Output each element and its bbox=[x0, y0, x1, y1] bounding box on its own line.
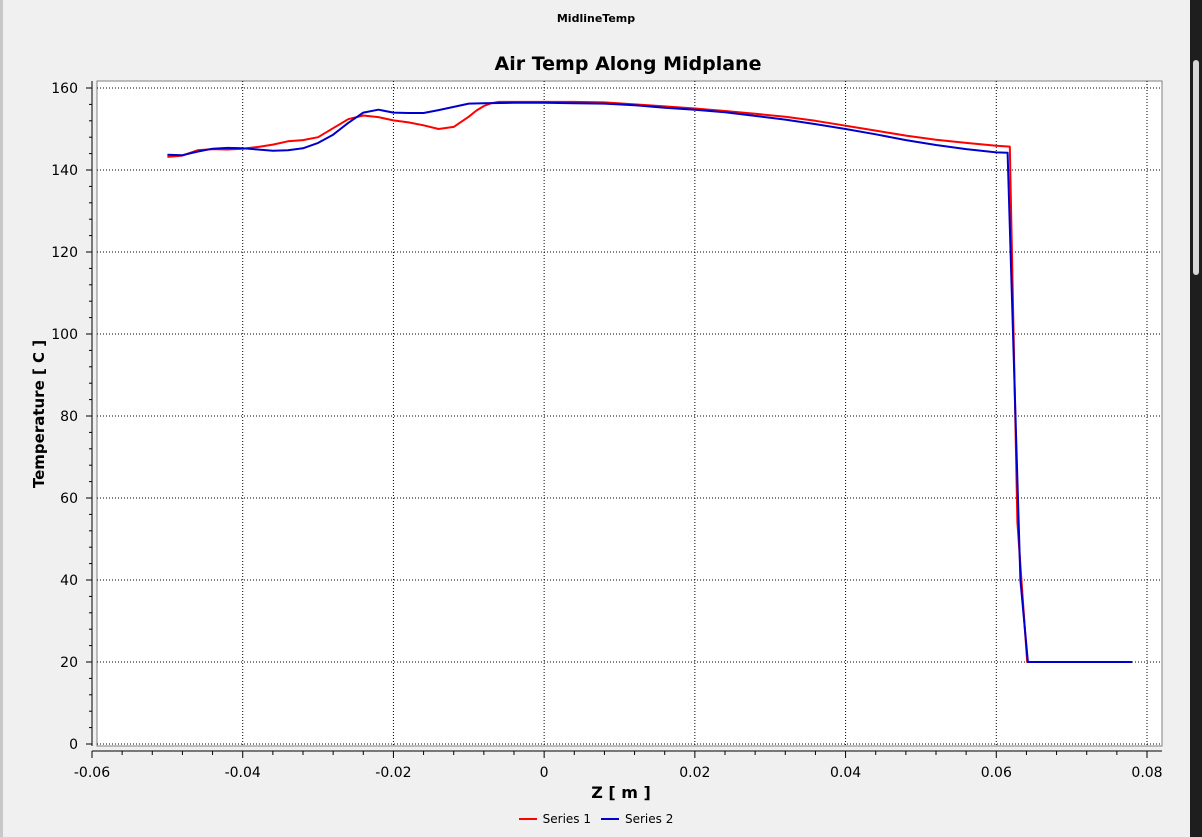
plot-area bbox=[96, 80, 1163, 747]
x-tick-label: 0.04 bbox=[830, 765, 861, 781]
y-tick-label: 140 bbox=[51, 163, 78, 179]
x-tick-label: 0.02 bbox=[679, 765, 710, 781]
scrollbar[interactable] bbox=[1190, 0, 1202, 837]
grid bbox=[97, 81, 1162, 746]
y-axis-label: Temperature [ C ] bbox=[30, 340, 48, 488]
legend-label: Series 1 bbox=[542, 812, 591, 826]
series-line-1 bbox=[167, 100, 1132, 663]
x-tick-label: -0.04 bbox=[225, 765, 261, 781]
legend-item-series-1: Series 1 bbox=[518, 812, 591, 826]
legend-label: Series 2 bbox=[625, 812, 674, 826]
y-tick-label: 160 bbox=[51, 81, 78, 97]
y-tick-label: 120 bbox=[51, 245, 78, 261]
chart-title: Air Temp Along Midplane bbox=[495, 53, 762, 75]
y-tick-label: 40 bbox=[60, 573, 78, 589]
legend-item-series-2: Series 2 bbox=[601, 812, 673, 826]
x-tick-label: 0 bbox=[540, 765, 549, 781]
axes: 0 20 40 60 80 100 120 140 160 -0.06 -0.04 -0.02 0 0.0… bbox=[51, 81, 1163, 781]
y-tick-label: 20 bbox=[60, 655, 78, 671]
series-line-2 bbox=[167, 101, 1132, 663]
legend-swatch bbox=[601, 818, 619, 820]
x-tick-label: 0.08 bbox=[1131, 765, 1162, 781]
window-title: MidlineTemp bbox=[556, 12, 636, 25]
y-tick-label: 100 bbox=[51, 327, 78, 343]
y-tick-label: 80 bbox=[60, 409, 78, 425]
x-tick-label: 0.06 bbox=[981, 765, 1012, 781]
legend-swatch bbox=[518, 818, 537, 820]
series-layer bbox=[167, 100, 1132, 663]
x-axis-label: Z [ m ] bbox=[591, 783, 651, 802]
y-tick-label: 0 bbox=[69, 737, 78, 753]
scrollbar-thumb[interactable] bbox=[1193, 60, 1199, 275]
legend: Series 1 Series 2 bbox=[0, 809, 1192, 826]
window-left-edge bbox=[0, 0, 3, 837]
x-tick-label: -0.02 bbox=[375, 765, 411, 781]
x-tick-label: -0.06 bbox=[74, 765, 110, 781]
y-tick-label: 60 bbox=[60, 491, 78, 507]
